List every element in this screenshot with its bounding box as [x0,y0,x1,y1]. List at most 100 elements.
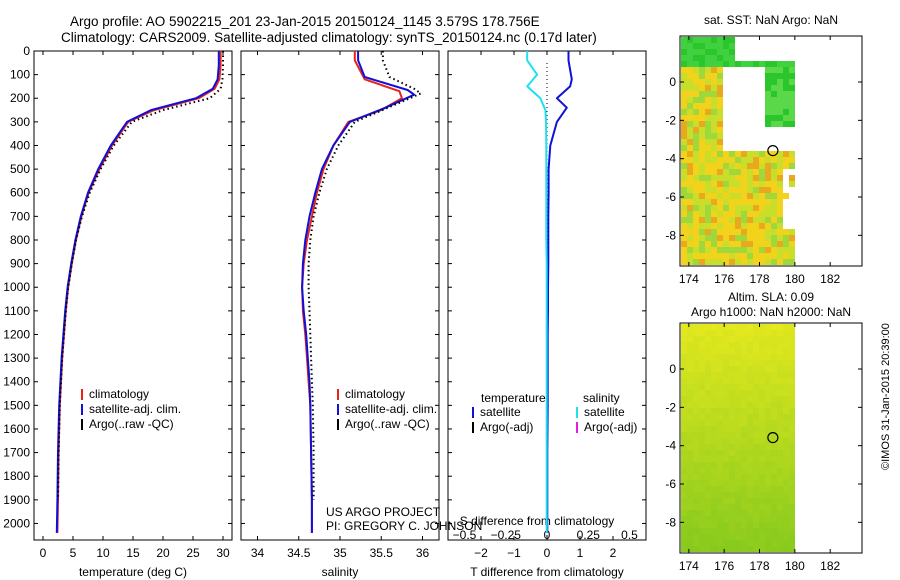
sst-map-cell [687,223,693,229]
sst-map-cell [771,253,777,259]
sla-map-cell [699,426,705,432]
sst-map-cell [705,67,711,73]
sla-map-cell [735,450,741,456]
sst-map-cell [747,157,753,163]
depth-tick-label: 1400 [3,375,30,389]
sst-map-cell [717,49,723,55]
sst-map-cell [771,103,777,109]
sst-map-cell [783,253,789,259]
sla-map-cell [753,510,759,516]
sla-map-cell [765,384,771,390]
sst-map-cell [723,253,729,259]
sst-map-cell [699,151,705,157]
sla-map-cell [741,396,747,402]
sla-map-cell [717,534,723,540]
sla-map-cell [711,378,717,384]
sst-map-cell [765,217,771,223]
sst-map-field [681,37,795,265]
sst-map-cell [783,151,789,157]
sla-map-cell [741,444,747,450]
sla-map-cell [681,456,687,462]
sst-map-cell [711,229,717,235]
sst-map-cell [699,91,705,97]
temperature-xtick-label: 30 [216,546,230,560]
sla-map-cell [693,414,699,420]
sla-map-cell [699,444,705,450]
sla-map-cell [705,450,711,456]
sst-map-cell [711,235,717,241]
sst-map-cell [711,193,717,199]
sst-map-cell [765,79,771,85]
sla-map-cell [699,402,705,408]
sst-map-cell [699,61,705,67]
sla-map-cell [711,432,717,438]
sla-map-cell [741,336,747,342]
sla-map-cell [729,516,735,522]
sla-map-cell [753,504,759,510]
sla-map-cell [759,444,765,450]
sla-map-field [681,324,795,552]
sla-map-ytick-label: 0 [669,362,676,376]
sla-map-cell [759,396,765,402]
sla-map-cell [777,336,783,342]
sst-map-cell [729,241,735,247]
sst-map-cell [711,259,717,265]
sla-map-cell [687,528,693,534]
sla-map-cell [747,480,753,486]
sst-map-cell [693,55,699,61]
sst-map-cell [789,97,795,103]
sst-map-cell [729,259,735,265]
temperature-legend-label: satellite-adj. clim. [89,402,181,416]
sla-map-cell [693,348,699,354]
sla-map-cell [729,444,735,450]
sst-map-cell [789,85,795,91]
sst-map-cell [717,115,723,121]
sla-map-cell [771,360,777,366]
sst-map-cell [735,163,741,169]
sst-map-cell [693,103,699,109]
sla-map-cell [759,540,765,546]
sla-map-cell [771,474,777,480]
sla-map-cell [693,444,699,450]
depth-tick-label: 1500 [3,398,30,412]
sst-map-cell [777,169,783,175]
sla-map-cell [753,396,759,402]
sla-map-cell [783,438,789,444]
sst-map-cell [711,133,717,139]
sst-map-cell [699,85,705,91]
sla-map-cell [771,462,777,468]
sst-map-cell [687,205,693,211]
sla-map-cell [783,480,789,486]
sla-map-cell [723,486,729,492]
sst-map-cell [687,127,693,133]
sst-map-cell [711,37,717,43]
sst-map-cell [711,175,717,181]
sst-map-cell [717,79,723,85]
sst-map-cell [681,61,687,67]
sst-map-cell [711,145,717,151]
sst-map-cell [711,55,717,61]
sst-map-cell [687,115,693,121]
sst-map-cell [693,229,699,235]
sst-map-cell [687,67,693,73]
sst-map-cell [723,235,729,241]
sla-map-cell [777,510,783,516]
sst-map-cell [723,211,729,217]
sla-map-cell [789,414,795,420]
sla-map-cell [711,438,717,444]
sla-map-cell [777,444,783,450]
sla-map-cell [753,336,759,342]
sla-map-cell [693,540,699,546]
sla-map-cell [681,444,687,450]
sla-map-cell [693,408,699,414]
sst-map-cell [747,61,753,67]
sla-map-cell [765,468,771,474]
salinity-legend-label: satellite-adj. clim. [345,402,437,416]
sst-map-cell [771,169,777,175]
sla-map-cell [771,444,777,450]
sst-map-ytick-label: 0 [669,75,676,89]
sst-map-cell [759,253,765,259]
sla-map-cell [789,450,795,456]
sla-map-cell [687,348,693,354]
sst-map-cell [687,187,693,193]
